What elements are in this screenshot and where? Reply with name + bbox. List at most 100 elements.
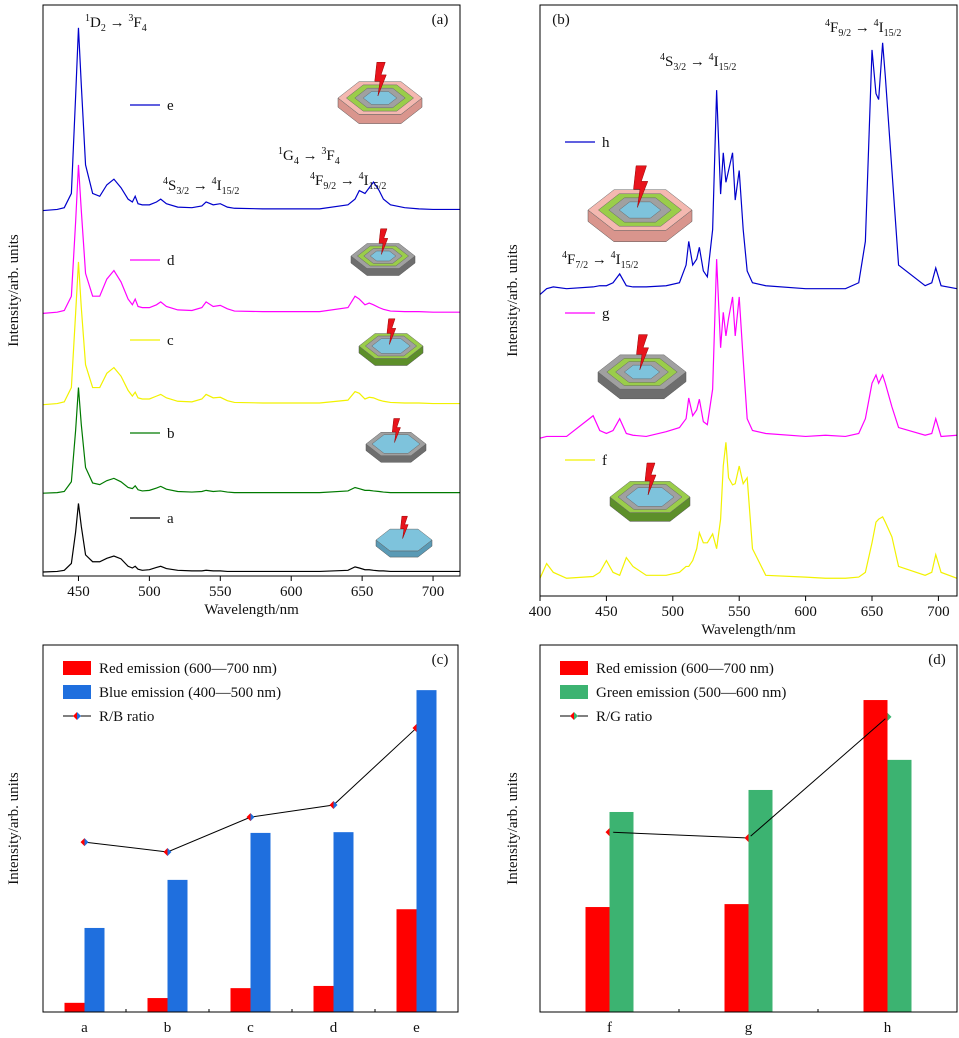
marker-half [883,712,888,721]
legend-label: h [602,135,610,151]
icon-layer [625,487,675,507]
annotation-part: 4 [874,18,879,29]
icon-bolt [400,515,409,539]
annotation-part: 15/2 [719,62,737,73]
x-tick-label: 700 [927,604,950,620]
annotation-part: 7/2 [575,260,588,271]
y-axis-label: Intensity/arb. units [505,244,521,357]
x-tick-label: 400 [529,604,552,620]
annotation-part: F [315,173,323,189]
panel-label: (c) [432,652,449,668]
legend-label: f [602,453,607,469]
bar [863,700,888,1012]
icon-layer [618,201,662,219]
x-tick-label: b [164,1020,172,1036]
legend-label: d [167,253,175,269]
annotation-part: F [326,148,334,164]
x-tick-label: c [247,1020,254,1036]
legend-swatch [560,685,588,699]
x-tick-label: 550 [728,604,751,620]
annotation-part: S [665,54,673,70]
bar [250,832,271,1012]
annotation-part: 15/2 [621,260,639,271]
annotation-part: F [133,15,141,31]
annotation-part: 4 [660,52,665,63]
marker-half [80,838,85,847]
icon-layer [375,528,433,552]
x-tick-label: 700 [422,584,445,600]
annotation-part: I [364,173,369,189]
x-tick-label: g [745,1020,753,1036]
annotation-part: 9/2 [323,181,336,192]
y-axis-label: Intensity/arb. units [505,772,521,885]
annotation-part: 4 [611,250,616,261]
plot-frame [539,4,958,597]
bar [64,1002,85,1012]
x-tick-label: f [607,1020,612,1036]
legend-label: Blue emission (400—500 nm) [99,685,281,701]
legend-label: R/G ratio [596,709,652,725]
icon-layer [362,91,398,105]
legend-label: Green emission (500—600 nm) [596,685,786,701]
icon-layer [623,364,661,380]
marker-half [333,801,338,810]
marker-half [570,712,574,720]
icon-layer [371,434,421,454]
bar [609,811,634,1012]
marker-half [744,834,749,843]
marker-half [250,813,255,822]
annotation-part: 3 [128,13,133,24]
legend-label: b [167,426,175,442]
annotation: 4F7/2 → 4I15/2 [562,250,638,271]
plot-frame [539,644,958,1013]
bar [585,907,610,1012]
x-tick-label: 600 [794,604,817,620]
spectrum-line [539,259,958,439]
annotation-part: 4 [294,156,299,167]
annotation-part: → [106,15,129,31]
panel-label: (d) [928,652,946,668]
x-tick-label: a [81,1020,88,1036]
ratio-marker [883,712,892,721]
x-tick-label: 450 [67,584,90,600]
annotation-part: I [879,20,884,36]
annotation-part: 4 [825,18,830,29]
annotation-part: → [189,178,212,194]
icon-bolt [633,165,649,208]
bar [748,789,773,1012]
annotation-part: → [299,148,322,164]
ratio-marker [605,828,614,837]
annotation: 1D2 → 3F4 [85,13,147,34]
x-tick-label: d [330,1020,338,1036]
marker-half [605,828,610,837]
ratio-marker [570,712,578,720]
annotation-part: → [686,54,709,70]
icon-bolt [391,418,401,443]
marker-half [412,723,417,732]
legend-swatch [63,685,91,699]
x-tick-label: 550 [209,584,232,600]
bar [333,832,354,1012]
icon-bolt [374,62,387,96]
annotation-part: 2 [101,23,106,34]
marker-half [163,847,168,856]
annotation-part: 3 [321,146,326,157]
annotation-part: 4 [562,250,567,261]
icon-bolt [386,318,397,345]
spectrum-line [42,261,460,406]
annotation-part: 3/2 [176,186,189,197]
annotation-part: I [616,252,621,268]
x-tick-label: 650 [861,604,884,620]
annotation-part: F [830,20,838,36]
legend-label: c [167,333,174,349]
spectrum-line [42,164,460,314]
marker-half [887,712,892,721]
annotation-part: 4 [212,176,217,187]
x-tick-label: 650 [351,584,374,600]
marker-half [609,828,614,837]
x-tick-label: h [884,1020,892,1036]
legend-label: e [167,98,174,114]
annotation: 4S3/2 → 4I15/2 [660,52,736,73]
legend-label: Red emission (600—700 nm) [596,661,774,677]
